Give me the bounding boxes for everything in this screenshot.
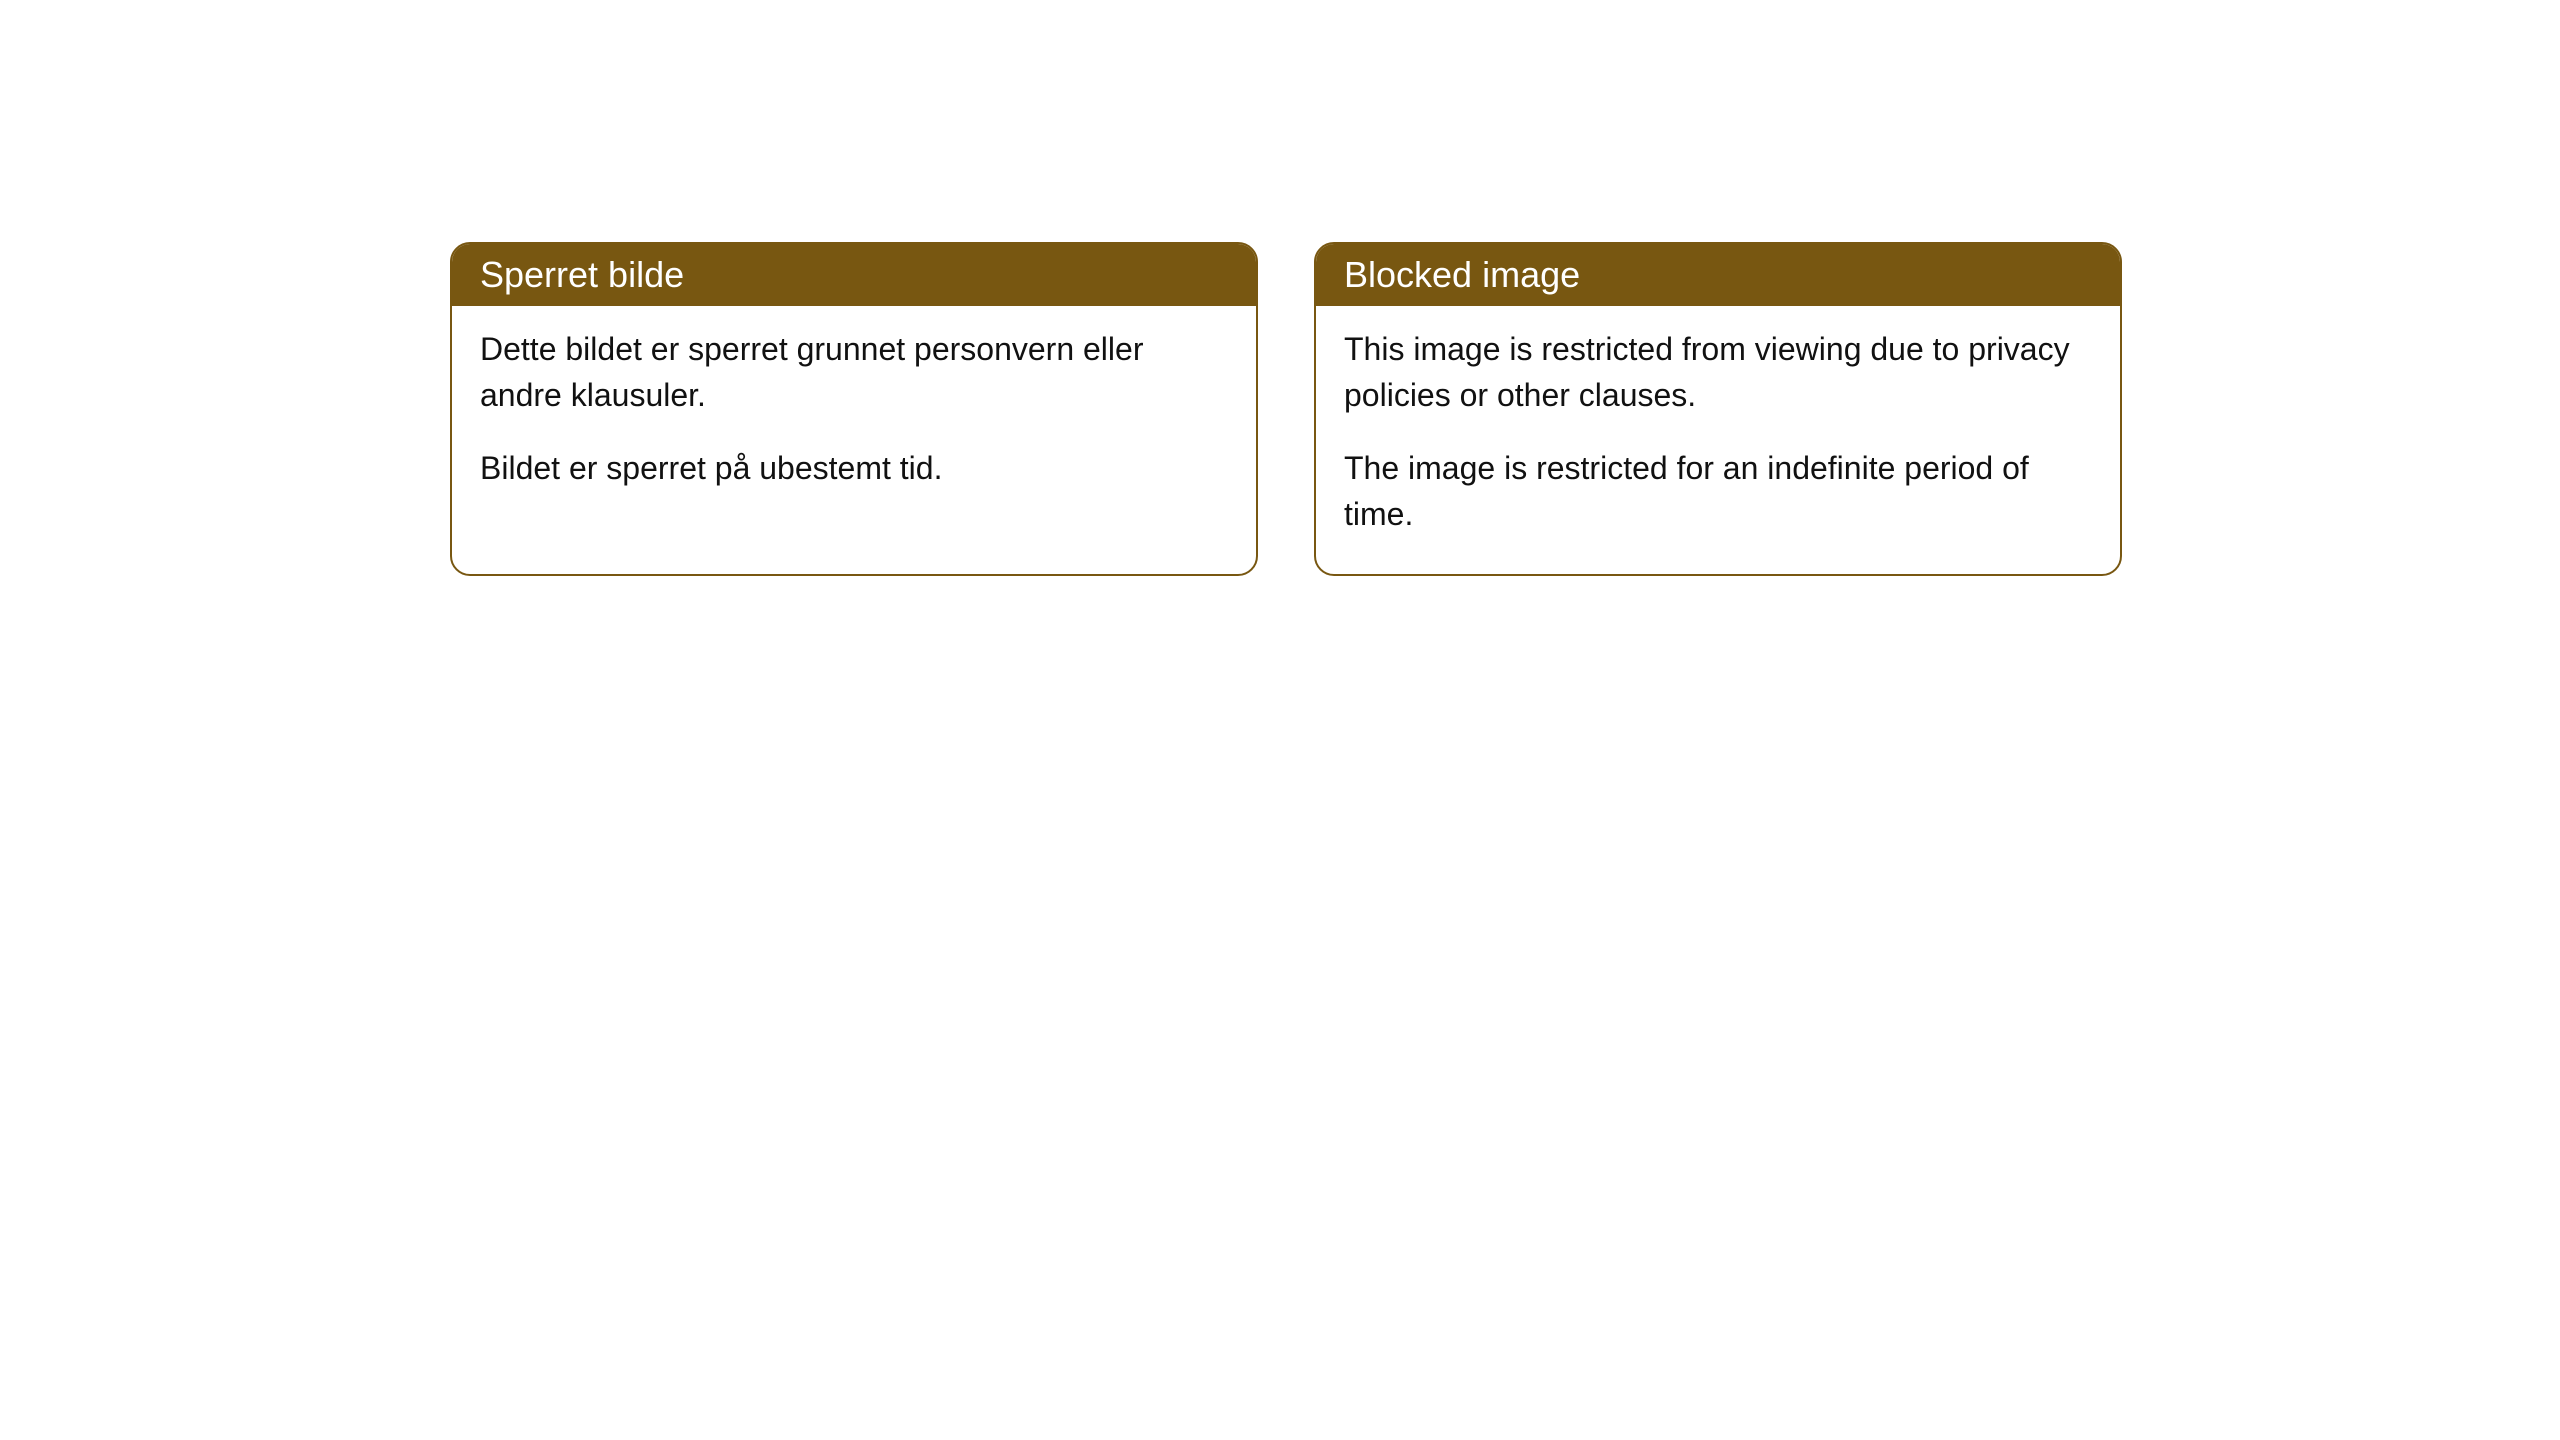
notice-paragraph: This image is restricted from viewing du…	[1344, 326, 2092, 419]
notice-header: Sperret bilde	[452, 244, 1256, 306]
notice-paragraph: The image is restricted for an indefinit…	[1344, 445, 2092, 538]
notice-card-english: Blocked image This image is restricted f…	[1314, 242, 2122, 576]
notice-body: This image is restricted from viewing du…	[1316, 306, 2120, 574]
notice-title: Blocked image	[1344, 254, 1580, 295]
notice-paragraph: Bildet er sperret på ubestemt tid.	[480, 445, 1228, 491]
notice-container: Sperret bilde Dette bildet er sperret gr…	[450, 242, 2122, 576]
notice-body: Dette bildet er sperret grunnet personve…	[452, 306, 1256, 527]
notice-paragraph: Dette bildet er sperret grunnet personve…	[480, 326, 1228, 419]
notice-title: Sperret bilde	[480, 254, 684, 295]
notice-header: Blocked image	[1316, 244, 2120, 306]
notice-card-norwegian: Sperret bilde Dette bildet er sperret gr…	[450, 242, 1258, 576]
